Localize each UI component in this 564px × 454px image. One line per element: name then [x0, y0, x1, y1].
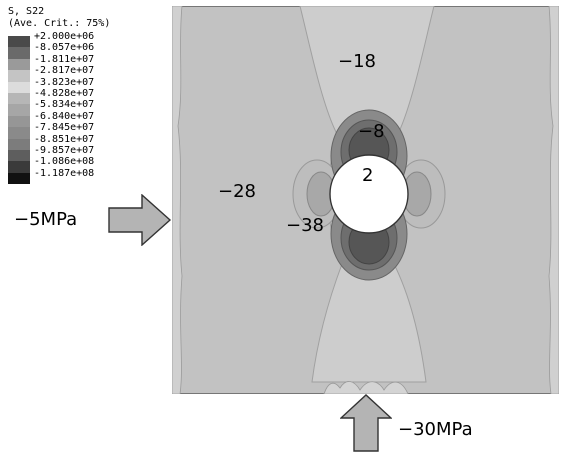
legend-swatch — [8, 161, 30, 173]
contour-label-minus18: −18 — [338, 51, 376, 72]
legend-value: -8.851e+07 — [34, 133, 95, 145]
legend-entry: -8.851e+07 — [8, 134, 173, 150]
bottom-edge-band — [323, 381, 409, 394]
legend-swatch — [8, 172, 30, 185]
contour-label-minus8: −8 — [358, 121, 385, 142]
legend-value: -9.857e+07 — [34, 144, 95, 156]
legend-value: -3.823e+07 — [34, 76, 95, 88]
legend-entry: -6.840e+07 — [8, 111, 173, 128]
stress-contour-plot — [172, 6, 559, 394]
legend-value: -6.840e+07 — [34, 110, 95, 122]
legend-swatch — [8, 115, 30, 128]
legend-title: S, S22 — [8, 6, 45, 17]
contour-legend: S, S22 (Ave. Crit.: 75%) +2.000e+06 -8.05… — [8, 6, 173, 185]
legend-value: -4.828e+07 — [34, 87, 95, 99]
bottom-load-arrow — [340, 394, 392, 452]
side-load-arrow — [108, 194, 172, 246]
legend-value: -1.811e+07 — [34, 53, 95, 65]
legend-value: +2.000e+06 — [34, 31, 95, 42]
legend-entry: -1.086e+08 — [8, 156, 173, 173]
legend-swatch — [8, 47, 30, 59]
legend-swatch — [8, 127, 30, 139]
legend-entry: -1.811e+07 — [8, 54, 173, 71]
side-load-label: −5MPa — [14, 209, 78, 230]
legend-swatch — [8, 81, 30, 93]
legend-entry: -8.057e+06 — [8, 42, 173, 59]
legend-value: -5.834e+07 — [34, 99, 95, 111]
legend-entry: -1.187e+08 — [8, 168, 173, 185]
legend-value: -1.187e+08 — [34, 167, 95, 179]
legend-swatch — [8, 149, 30, 162]
bottom-load-label: −30MPa — [398, 419, 473, 440]
legend-value: -8.057e+06 — [34, 42, 95, 54]
legend-swatch — [8, 92, 30, 105]
legend-entry: -2.817e+07 — [8, 65, 173, 82]
contour-label-minus28: −28 — [218, 181, 256, 202]
legend-entry: -5.834e+07 — [8, 99, 173, 116]
left-edge-band — [172, 6, 183, 394]
legend-entry: -4.828e+07 — [8, 88, 173, 105]
contour-label-minus38: −38 — [286, 215, 324, 236]
legend-swatch — [8, 138, 30, 150]
legend-value: -7.845e+07 — [34, 122, 95, 134]
legend-swatch — [8, 36, 30, 48]
legend-entry: -3.823e+07 — [8, 77, 173, 93]
circular-hole — [329, 154, 409, 234]
legend-entry: -7.845e+07 — [8, 122, 173, 139]
legend-swatch — [8, 58, 30, 71]
legend-entry: +2.000e+06 — [8, 31, 173, 48]
legend-swatch — [8, 104, 30, 116]
contour-label-plus2: 2 — [362, 165, 374, 186]
legend-subtitle: (Ave. Crit.: 75%) — [8, 18, 111, 29]
legend-value: -1.086e+08 — [34, 156, 95, 168]
legend-swatch — [8, 70, 30, 82]
legend-value: -2.817e+07 — [34, 65, 95, 77]
legend-entry: -9.857e+07 — [8, 145, 173, 162]
legend-scale: +2.000e+06 -8.057e+06 -1.811e+07 -2.817e+07… — [8, 31, 173, 185]
right-edge-band — [548, 6, 559, 394]
